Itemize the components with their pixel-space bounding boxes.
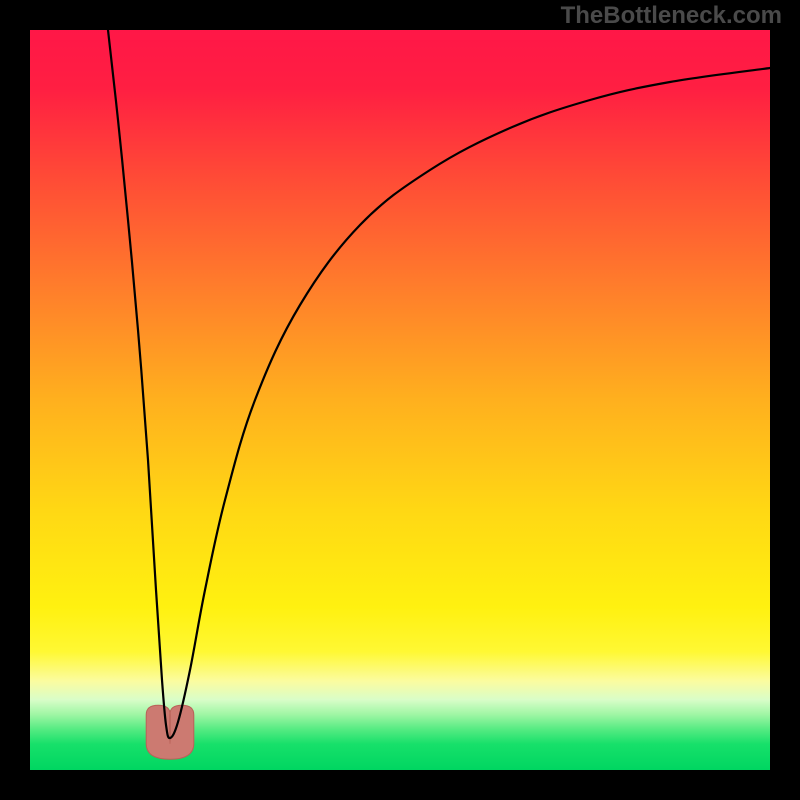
chart-frame: TheBottleneck.com	[0, 0, 800, 800]
curve-layer	[30, 30, 770, 770]
plot-area	[30, 30, 770, 770]
dip-marker	[146, 705, 194, 759]
bottleneck-curve	[108, 30, 770, 738]
watermark-text: TheBottleneck.com	[561, 2, 782, 30]
